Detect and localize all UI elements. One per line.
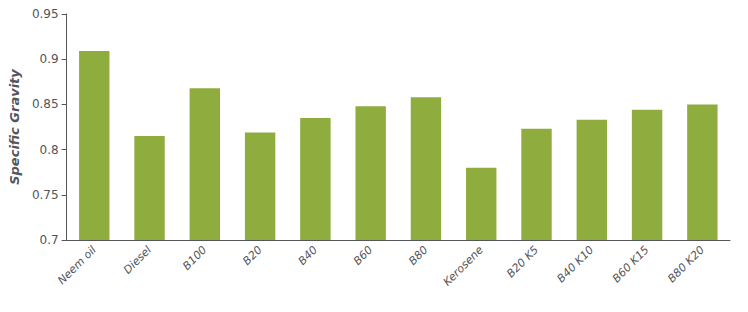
svg-text:0.85: 0.85: [32, 97, 59, 111]
svg-text:B40: B40: [296, 243, 320, 267]
svg-text:0.75: 0.75: [32, 188, 59, 202]
svg-text:B20: B20: [240, 243, 264, 267]
svg-text:Diesel: Diesel: [121, 243, 154, 276]
svg-text:0.8: 0.8: [40, 143, 59, 157]
svg-text:0.7: 0.7: [40, 233, 59, 247]
svg-text:0.9: 0.9: [40, 52, 59, 66]
svg-text:B20 K5: B20 K5: [504, 243, 541, 280]
svg-text:B60: B60: [351, 243, 375, 267]
svg-text:Kerosene: Kerosene: [441, 243, 486, 288]
svg-text:B80 K20: B80 K20: [665, 243, 707, 285]
svg-text:B100: B100: [180, 243, 209, 272]
svg-text:B40 K10: B40 K10: [555, 243, 597, 285]
svg-text:Specific Gravity: Specific Gravity: [7, 69, 22, 185]
svg-text:0.95: 0.95: [32, 7, 59, 21]
svg-text:B80: B80: [406, 243, 430, 267]
svg-text:Neem oil: Neem oil: [55, 243, 99, 287]
svg-text:B60 K15: B60 K15: [610, 243, 652, 285]
